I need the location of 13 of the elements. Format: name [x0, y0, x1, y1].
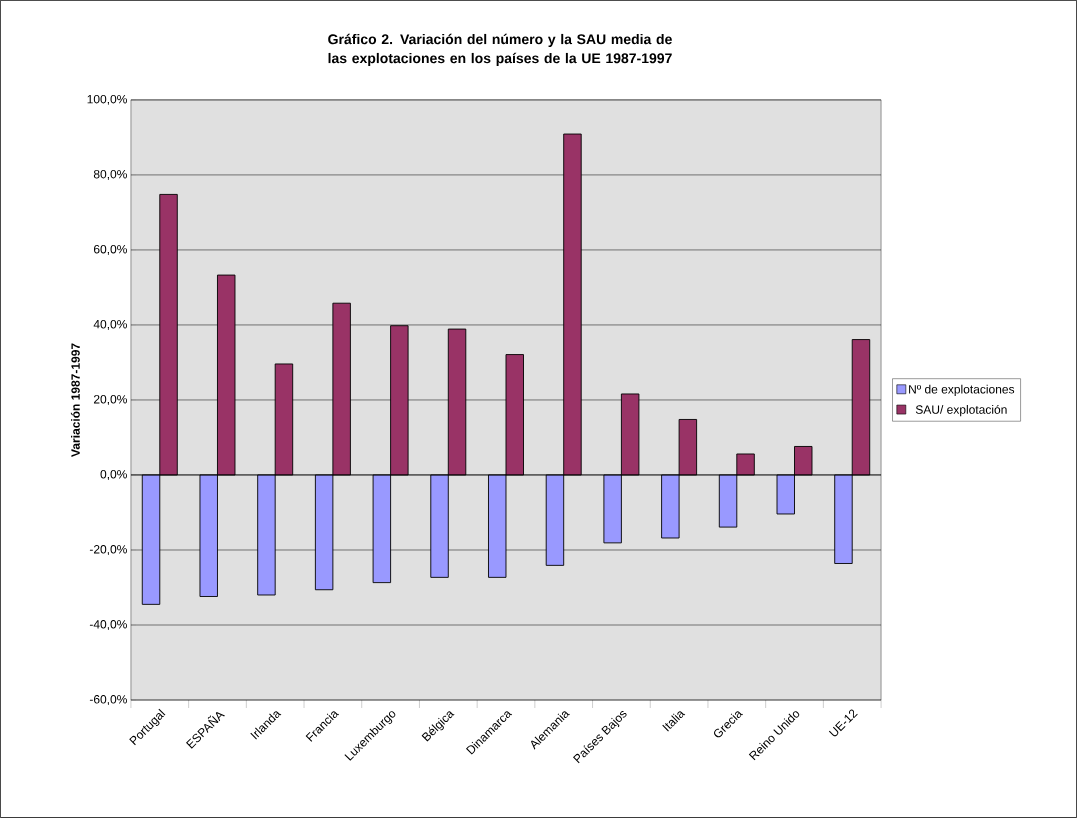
y-tick-label: 0,0%: [100, 470, 127, 480]
y-tick-label: -20,0%: [89, 545, 127, 555]
legend-label: Nº de explotaciones: [909, 384, 1015, 396]
y-tick-label: 80,0%: [93, 170, 127, 180]
y-tick-label: 60,0%: [93, 245, 127, 255]
y-tick-label: 40,0%: [93, 320, 127, 330]
y-tick-label: -60,0%: [89, 695, 127, 706]
legend-label: SAU/ explotación: [915, 404, 1007, 417]
y-tick-label: 100,0%: [87, 94, 127, 105]
chart-title: Gráfico 2. Variación del número y la SAU media de las explotaciones en los países de la UE 1987-1997: [328, 33, 672, 67]
y-tick-label: 20,0%: [93, 395, 127, 405]
y-axis-title: Variación 1987-1997: [70, 343, 80, 457]
y-tick-label: -40,0%: [89, 620, 127, 630]
